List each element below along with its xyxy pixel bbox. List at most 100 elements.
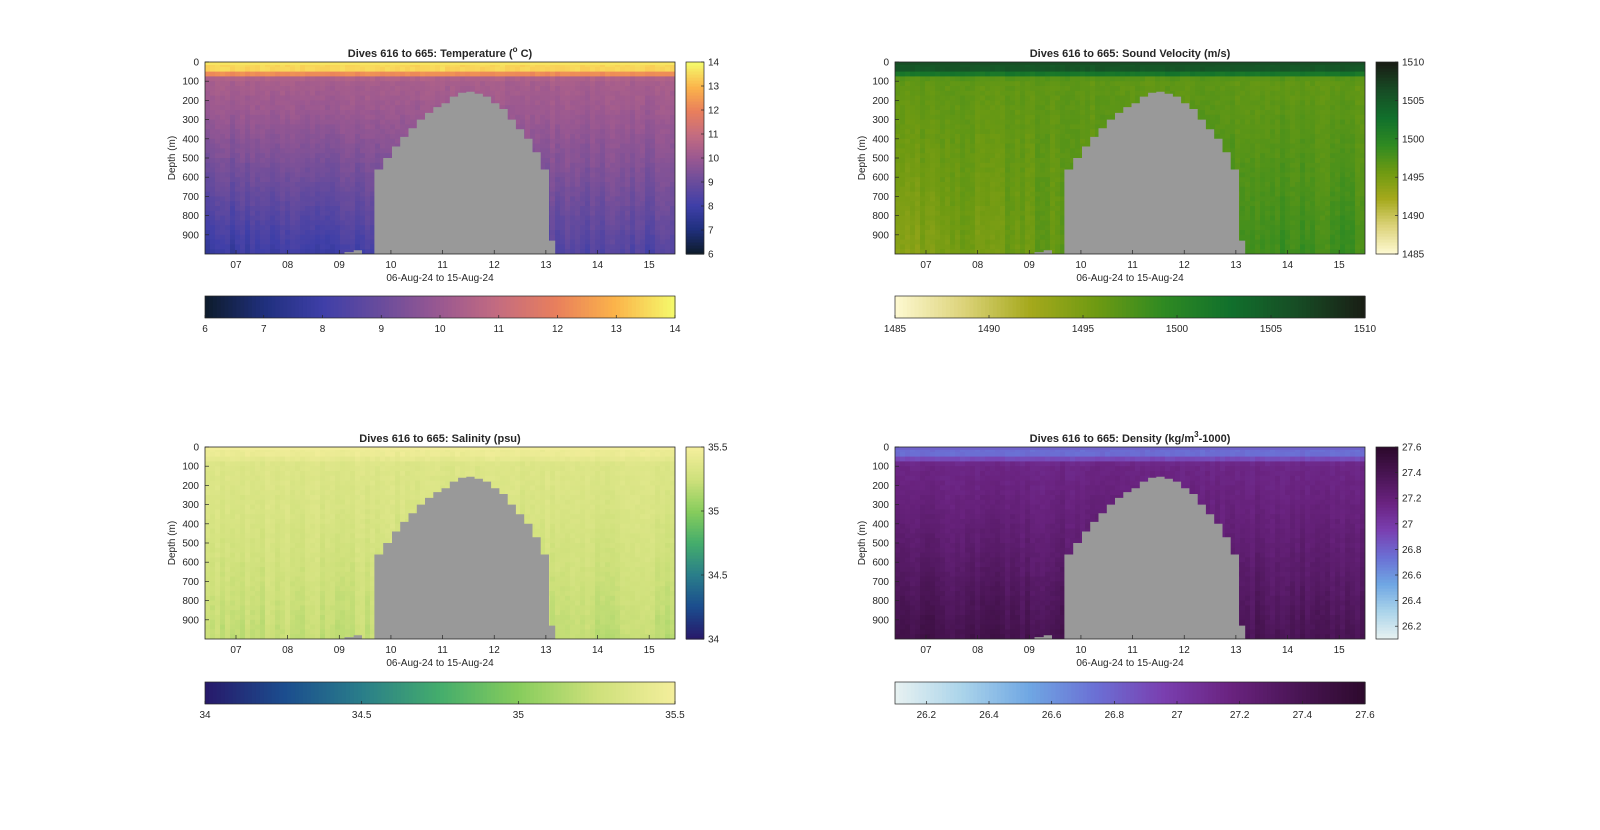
x-tick-label: 11 [437, 260, 448, 271]
colorbar-bottom-label: 27 [1171, 710, 1183, 721]
y-tick-label: 800 [182, 211, 199, 222]
y-tick-label: 0 [883, 443, 889, 454]
chart-title: Dives 616 to 665: Sound Velocity (m/s) [1030, 48, 1231, 60]
surface-layer [895, 62, 1365, 65]
x-tick-label: 11 [1127, 260, 1138, 271]
colorbar-bottom [894, 681, 1366, 705]
chart-title: Dives 616 to 665: Temperature (o C) [348, 45, 533, 60]
x-tick-label: 14 [592, 645, 604, 656]
y-tick-label: 100 [872, 77, 889, 88]
colorbar-right-label: 26.8 [1402, 545, 1422, 556]
colorbar-bottom-label: 1510 [1354, 324, 1377, 335]
y-tick-label: 0 [193, 58, 199, 69]
colorbar-bottom-label: 8 [320, 324, 326, 335]
x-tick-label: 15 [1334, 260, 1346, 271]
colorbar-bottom-label: 1490 [978, 324, 1001, 335]
panel-temperature: 0 100 200 300 400 500 600 700 800 900 07 08 09 10 11 12… [167, 45, 720, 335]
x-tick-label: 10 [1075, 645, 1087, 656]
y-tick-label: 900 [872, 615, 889, 626]
colorbar-bottom-label: 35 [513, 710, 525, 721]
y-tick-label: 900 [182, 230, 199, 241]
colorbar-right-label: 12 [708, 106, 720, 117]
surface-layer [895, 447, 1365, 450]
x-tick-label: 09 [1024, 260, 1036, 271]
colorbar-bottom-label: 26.2 [917, 710, 937, 721]
colorbar-bottom-label: 1505 [1260, 324, 1283, 335]
colorbar-right-label: 35 [708, 507, 720, 518]
y-tick-label: 200 [872, 481, 889, 492]
y-tick-label: 600 [872, 173, 889, 184]
y-tick-label: 300 [872, 500, 889, 511]
colorbar-bottom-label: 7 [261, 324, 267, 335]
y-tick-label: 0 [193, 443, 199, 454]
y-tick-label: 400 [872, 134, 889, 145]
y-tick-label: 900 [872, 230, 889, 241]
colorbar-right-label: 27.4 [1402, 468, 1422, 479]
x-tick-label: 15 [644, 645, 656, 656]
y-tick-label: 900 [182, 615, 199, 626]
x-tick-label: 13 [540, 260, 552, 271]
colorbar-right-label: 26.2 [1402, 622, 1422, 633]
x-tick-label: 07 [920, 260, 932, 271]
colorbar-right-label: 35.5 [708, 443, 728, 454]
y-tick-label: 100 [182, 462, 199, 473]
surface-layer [205, 62, 675, 65]
y-tick-label: 400 [182, 519, 199, 530]
y-tick-label: 500 [872, 539, 889, 550]
y-tick-label: 700 [182, 192, 199, 203]
colorbar-bottom-label: 27.6 [1355, 710, 1375, 721]
colorbar-bottom-label: 1485 [884, 324, 907, 335]
seabed-mask [344, 635, 362, 639]
colorbar-right-label: 26.6 [1402, 571, 1422, 582]
colorbar-bottom [894, 295, 1366, 319]
y-tick-label: 200 [182, 96, 199, 107]
x-tick-label: 07 [230, 645, 242, 656]
colorbar-right-label: 26.4 [1402, 596, 1422, 607]
y-tick-label: 300 [872, 115, 889, 126]
y-tick-label: 500 [872, 154, 889, 165]
colorbar-right-label: 1500 [1402, 134, 1425, 145]
x-tick-label: 07 [920, 645, 932, 656]
colorbar-right-label: 27 [1402, 519, 1414, 530]
heatmap-field [205, 62, 675, 254]
colorbar-right-label: 1490 [1402, 211, 1425, 222]
x-tick-label: 10 [385, 260, 397, 271]
y-tick-label: 200 [182, 481, 199, 492]
x-tick-label: 13 [1230, 645, 1242, 656]
colorbar-right-label: 27.2 [1402, 494, 1422, 505]
seamount-mask [1064, 476, 1246, 639]
y-tick-label: 700 [182, 577, 199, 588]
colorbar-right-label: 14 [708, 58, 720, 69]
x-tick-label: 09 [1024, 645, 1036, 656]
seamount-mask [374, 476, 556, 639]
chart-title: Dives 616 to 665: Density (kg/m3-1000) [1030, 430, 1231, 445]
colorbar-right-label: 7 [708, 226, 714, 237]
x-tick-label: 08 [282, 260, 294, 271]
x-tick-label: 12 [1179, 260, 1191, 271]
colorbar-bottom-label: 10 [434, 324, 446, 335]
y-tick-label: 500 [182, 154, 199, 165]
colorbar-right-label: 34 [708, 635, 720, 646]
y-tick-label: 200 [872, 96, 889, 107]
y-axis-label: Depth (m) [167, 521, 178, 565]
panel-salinity: 0 100 200 300 400 500 600 700 800 900 07 08 09 10 11 12… [167, 433, 728, 721]
colorbar-right-label: 1485 [1402, 250, 1425, 261]
x-tick-label: 14 [1282, 645, 1294, 656]
y-tick-label: 600 [182, 558, 199, 569]
colorbar-bottom-label: 12 [552, 324, 564, 335]
colorbar-bottom-label: 35.5 [665, 710, 685, 721]
x-tick-label: 12 [1179, 645, 1191, 656]
colorbar-bottom-label: 6 [202, 324, 208, 335]
y-tick-label: 100 [182, 77, 199, 88]
x-axis-label: 06-Aug-24 to 15-Aug-24 [1076, 273, 1184, 284]
x-tick-label: 14 [1282, 260, 1294, 271]
seabed-mask [1034, 250, 1052, 254]
colorbar-right-label: 13 [708, 82, 720, 93]
colorbar-right-label: 1505 [1402, 96, 1425, 107]
heatmap-field [895, 447, 1365, 639]
colorbar-bottom-label: 27.2 [1230, 710, 1250, 721]
y-axis-label: Depth (m) [167, 136, 178, 180]
y-tick-label: 800 [872, 596, 889, 607]
x-tick-label: 11 [437, 645, 448, 656]
colorbar-right-label: 6 [708, 250, 714, 261]
